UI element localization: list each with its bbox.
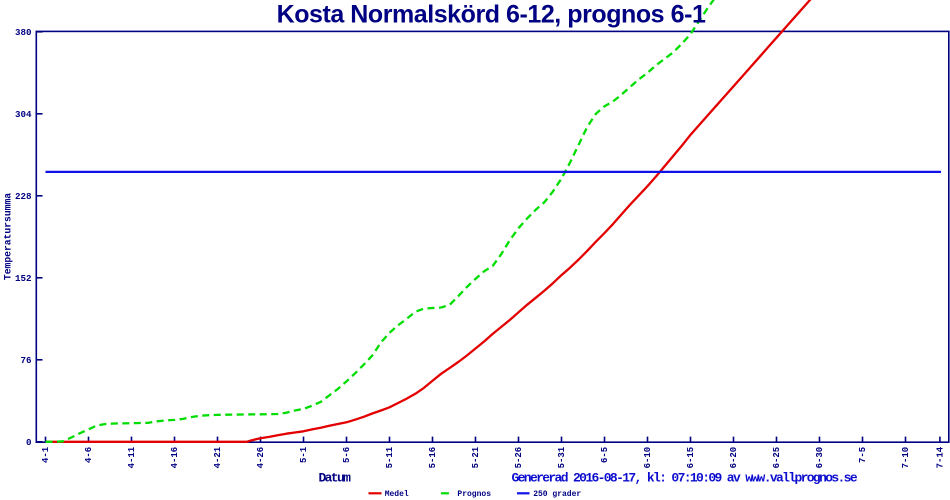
svg-text:152: 152: [15, 273, 32, 284]
svg-text:228: 228: [15, 191, 32, 202]
svg-text:4-21: 4-21: [213, 446, 223, 468]
svg-text:4-16: 4-16: [170, 447, 180, 469]
svg-text:250 grader: 250 grader: [533, 490, 581, 499]
svg-text:304: 304: [15, 109, 32, 120]
svg-text:4-11: 4-11: [127, 446, 137, 468]
svg-text:4-1: 4-1: [41, 446, 51, 463]
svg-text:7-10: 7-10: [901, 447, 911, 469]
svg-text:Temperatursumma: Temperatursumma: [2, 193, 13, 280]
svg-text:7-5: 7-5: [858, 447, 868, 463]
svg-text:5-26: 5-26: [514, 447, 524, 469]
svg-text:Medel: Medel: [385, 490, 409, 499]
svg-text:6-15: 6-15: [686, 447, 696, 469]
svg-text:380: 380: [15, 27, 32, 38]
svg-text:6-30: 6-30: [815, 447, 825, 469]
svg-text:Prognos: Prognos: [457, 490, 491, 499]
svg-text:Datum: Datum: [319, 471, 352, 486]
svg-text:Genererad 2016-08-17, kl: 07:1: Genererad 2016-08-17, kl: 07:10:09 av ww…: [512, 471, 858, 486]
svg-text:7-14: 7-14: [936, 446, 946, 468]
svg-text:6-20: 6-20: [729, 447, 739, 469]
svg-text:5-11: 5-11: [385, 446, 395, 468]
svg-text:5-31: 5-31: [557, 446, 567, 468]
svg-text:0: 0: [26, 437, 32, 448]
svg-text:4-6: 4-6: [84, 447, 94, 463]
svg-text:5-21: 5-21: [471, 446, 481, 468]
svg-text:6-5: 6-5: [600, 447, 610, 463]
svg-text:Kosta Normalskörd 6-12, progno: Kosta Normalskörd 6-12, prognos 6-1: [277, 1, 706, 29]
svg-text:6-10: 6-10: [643, 447, 653, 469]
svg-text:76: 76: [20, 355, 31, 366]
svg-text:5-1: 5-1: [299, 446, 309, 463]
svg-text:4-26: 4-26: [256, 447, 266, 469]
svg-text:5-6: 5-6: [342, 447, 352, 463]
svg-text:6-25: 6-25: [772, 447, 782, 469]
svg-text:5-16: 5-16: [428, 447, 438, 469]
